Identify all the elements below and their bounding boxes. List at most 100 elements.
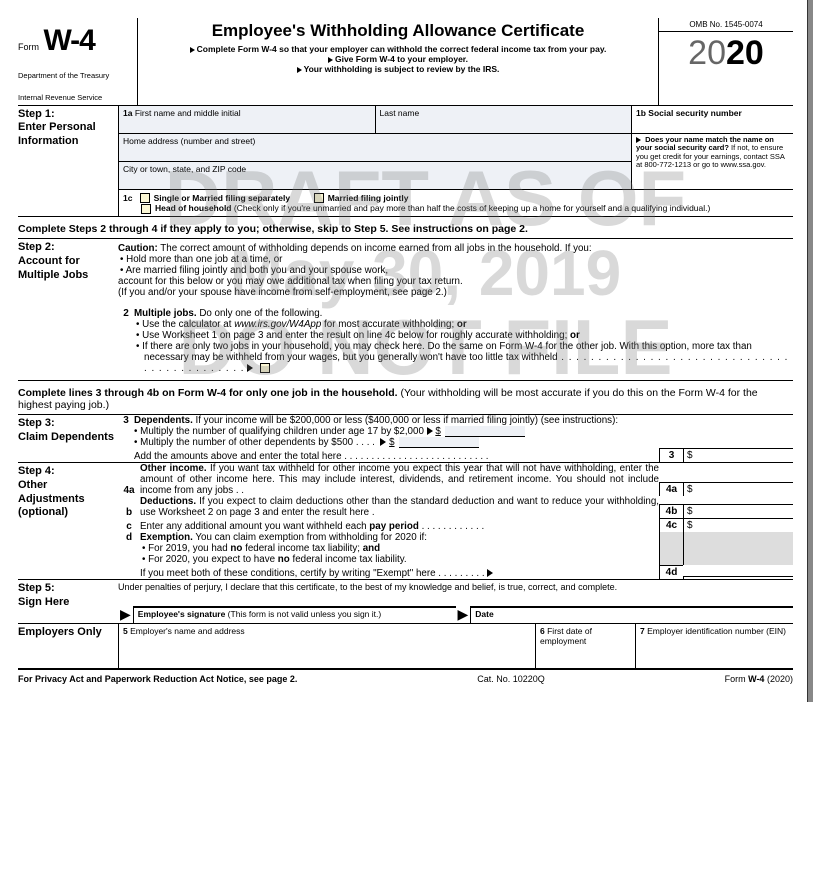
line4b-amount-field[interactable]: $ (683, 504, 793, 518)
step2-line3: account for this below or you may owe ad… (118, 276, 793, 287)
first-name-label: First name and middle initial (135, 108, 241, 118)
step3-number: 3 (118, 415, 134, 462)
opt-married-joint: Married filing jointly (328, 193, 409, 203)
step2-number: 2 (118, 308, 134, 374)
signature-arrow-icon: ▶ (118, 606, 133, 623)
employer-name-field[interactable]: 5 Employer's name and address (118, 624, 535, 668)
children-amount-field[interactable] (445, 426, 525, 437)
step2-bullet2: • Are married filing jointly and both yo… (118, 265, 793, 276)
line4b-id: 4b (659, 504, 683, 518)
employers-row: Employers Only 5 Employer's name and add… (18, 624, 793, 670)
step1-row: Step 1: Enter Personal Information 1a Fi… (18, 106, 793, 218)
step4-label: Step 4:Other Adjustments (optional) (18, 463, 118, 579)
first-date-field[interactable]: 6 First date of employment (535, 624, 635, 668)
step2-line4: (If you and/or your spouse have income f… (118, 287, 793, 298)
line4a-id: 4a (659, 482, 683, 496)
dept-line1: Department of the Treasury (18, 72, 137, 80)
checkbox-married-joint[interactable] (314, 193, 324, 203)
form-word: Form (18, 42, 39, 52)
header-right: OMB No. 1545-0074 2020 (658, 18, 793, 105)
line4d-block: d Exemption. You can claim exemption fro… (118, 532, 793, 565)
arrow-icon (380, 438, 386, 446)
line4a-amount-field[interactable]: $ (683, 482, 793, 496)
arrow-icon (247, 364, 253, 372)
checkbox-single[interactable] (140, 193, 150, 203)
line4c-id: 4c (659, 518, 683, 532)
step2-mj1: • Use the calculator at www.irs.gov/W4Ap… (134, 319, 793, 330)
last-name-field[interactable]: Last name (375, 106, 632, 134)
instruction-line-2: Complete lines 3 through 4b on Form W-4 … (18, 381, 793, 414)
ssn-field[interactable]: 1b Social security number (631, 106, 793, 134)
first-name-field[interactable]: 1a First name and middle initial (118, 106, 375, 134)
footer-left: For Privacy Act and Paperwork Reduction … (18, 674, 297, 684)
last-name-label: Last name (380, 108, 420, 118)
header-sub1: Complete Form W-4 so that your employer … (144, 44, 652, 54)
arrow-icon (297, 67, 302, 73)
form-number: W-4 (43, 24, 94, 57)
page-shadow (807, 0, 813, 702)
step2-row: Step 2:Account for Multiple Jobs Caution… (18, 238, 793, 381)
opt-hoh-note: (Check only if you're unmarried and pay … (232, 203, 711, 213)
step2-body: Caution: The correct amount of withholdi… (118, 239, 793, 380)
line4d-num: d (118, 532, 140, 565)
form-footer: For Privacy Act and Paperwork Reduction … (18, 670, 793, 684)
omb-number: OMB No. 1545-0074 (659, 18, 793, 32)
step5-label: Step 5:Sign Here (18, 580, 118, 623)
opt-single: Single or Married filing separately (154, 193, 291, 203)
step1-label: Step 1: Enter Personal Information (18, 106, 118, 217)
step3-child-line: • Multiply the number of qualifying chil… (134, 426, 793, 437)
other-dep-amount-field[interactable] (399, 437, 479, 448)
checkbox-hoh[interactable] (141, 204, 151, 214)
date-field[interactable]: Date (470, 606, 793, 623)
step5-row: Step 5:Sign Here Under penalties of perj… (18, 580, 793, 624)
step2-mj3: • If there are only two jobs in your hou… (134, 341, 793, 374)
date-arrow-icon: ▶ (456, 606, 471, 623)
header-left: Form W-4 Department of the Treasury Inte… (18, 18, 138, 105)
line4c-num: c (118, 521, 140, 532)
step2-mj2: • Use Worksheet 1 on page 3 and enter th… (134, 330, 793, 341)
instruction-line-1: Complete Steps 2 through 4 if they apply… (18, 217, 793, 238)
header-sub3: Your withholding is subject to review by… (144, 64, 652, 74)
step2-item2: 2 Multiple jobs. Do only one of the foll… (118, 308, 793, 374)
step2-bullet1: • Hold more than one job at a time, or (118, 254, 793, 265)
arrow-icon (328, 57, 333, 63)
step4-row: Step 4:Other Adjustments (optional) 4a O… (18, 463, 793, 580)
checkbox-two-jobs[interactable] (260, 363, 270, 373)
line4b-num: b (118, 507, 140, 518)
line4d-field[interactable] (683, 576, 793, 579)
step4-body: 4a Other income. If you want tax withhel… (118, 463, 793, 579)
city-field[interactable]: City or town, state, and ZIP code (118, 162, 631, 190)
arrow-icon (427, 427, 433, 435)
perjury-declaration: Under penalties of perjury, I declare th… (118, 580, 793, 606)
form-code: Form W-4 (18, 24, 137, 58)
step3-other-line: • Multiply the number of other dependent… (134, 437, 793, 448)
ein-field[interactable]: 7 Employer identification number (EIN) (635, 624, 793, 668)
form-year: 2020 (659, 32, 793, 73)
form-header: Form W-4 Department of the Treasury Inte… (18, 18, 793, 106)
header-mid: Employee's Withholding Allowance Certifi… (138, 18, 658, 105)
step3-row: Step 3:Claim Dependents 3 Dependents. If… (18, 414, 793, 463)
step3-total-row: Add the amounts above and enter the tota… (134, 448, 793, 462)
line3-id: 3 (659, 448, 683, 462)
form-w4: DRAFT AS OF May 30, 2019 DO NOT FILE For… (18, 18, 793, 684)
employers-label: Employers Only (18, 624, 118, 668)
line3-amount-field[interactable]: $ (683, 448, 793, 462)
line4d-id: 4d (659, 565, 683, 579)
signature-field[interactable]: Employee's signature (This form is not v… (133, 606, 456, 623)
ssn-label: Social security number (648, 108, 742, 118)
step2-label: Step 2:Account for Multiple Jobs (18, 239, 118, 380)
arrow-icon (190, 47, 195, 53)
line4c-amount-field[interactable]: $ (683, 518, 793, 532)
address-field[interactable]: Home address (number and street) (118, 134, 631, 162)
dept-line2: Internal Revenue Service (18, 94, 137, 102)
address-label: Home address (number and street) (123, 136, 255, 146)
step1-body: 1a First name and middle initial Last na… (118, 106, 793, 217)
header-sub2: Give Form W-4 to your employer. (144, 54, 652, 64)
footer-right: Form W-4 (2020) (725, 674, 793, 684)
line4d-row: If you meet both of these conditions, ce… (118, 565, 793, 579)
line4a-num: 4a (118, 485, 140, 496)
form-title: Employee's Withholding Allowance Certifi… (144, 21, 652, 41)
arrow-icon (487, 569, 493, 577)
step3-label: Step 3:Claim Dependents (18, 415, 118, 462)
step5-body: Under penalties of perjury, I declare th… (118, 580, 793, 623)
